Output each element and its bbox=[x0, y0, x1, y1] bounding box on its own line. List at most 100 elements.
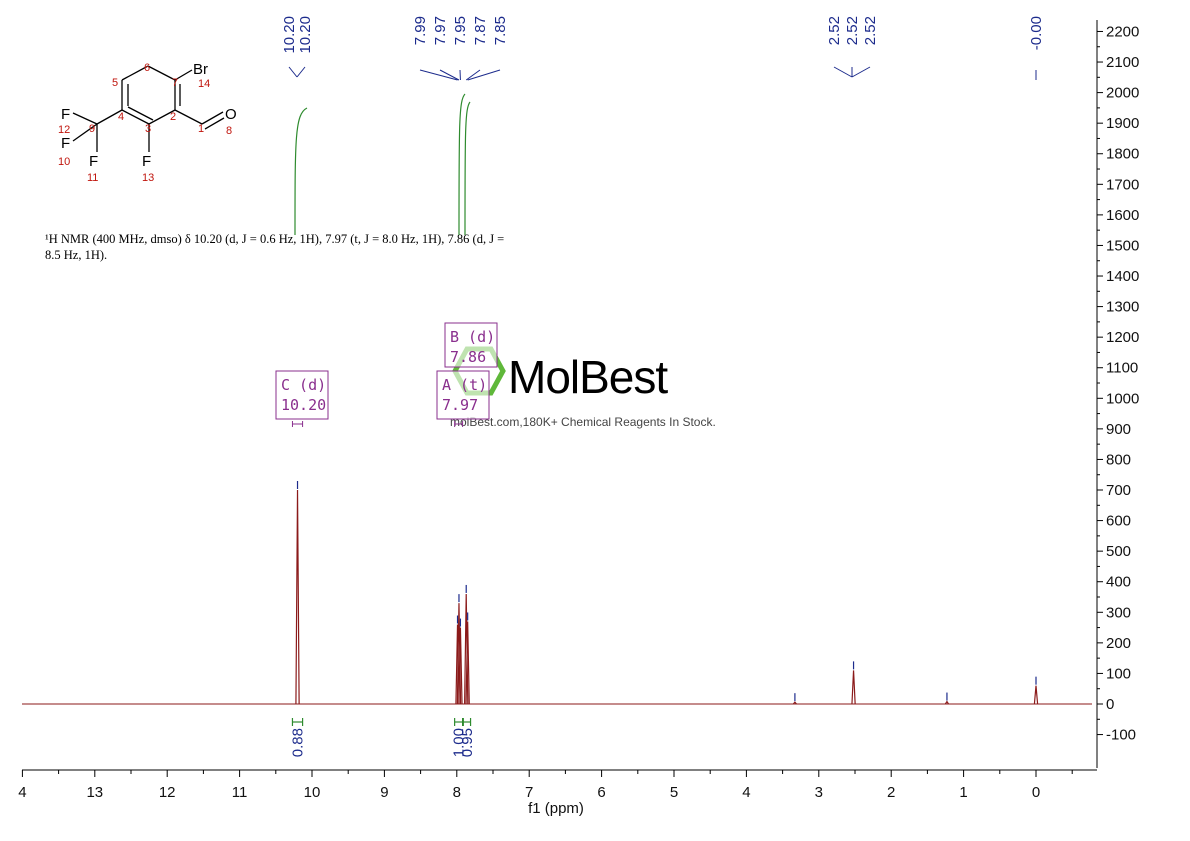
multiplet-label: A (t) bbox=[442, 376, 487, 394]
x-tick-label: 13 bbox=[86, 784, 103, 801]
y-tick-label: 600 bbox=[1106, 513, 1131, 530]
multiplet-box bbox=[444, 322, 498, 368]
y-tick-label: 300 bbox=[1106, 604, 1131, 621]
atom-o: O bbox=[225, 106, 237, 123]
atom-number-12: 12 bbox=[58, 124, 70, 136]
y-tick-label: 1500 bbox=[1106, 237, 1139, 254]
x-tick-label: 12 bbox=[159, 784, 176, 801]
y-tick-label: 2100 bbox=[1106, 54, 1139, 71]
y-tick-label: 200 bbox=[1106, 635, 1131, 652]
x-axis-ticks: 4 13 12 11 10 9 8 7 6 5 4 3 2 1 0 bbox=[18, 770, 1073, 801]
x-axis-title: f1 (ppm) bbox=[528, 800, 584, 817]
atom-number-1: 1 bbox=[198, 123, 204, 135]
spectrum-peak bbox=[944, 700, 950, 705]
atom-number-13: 13 bbox=[142, 172, 154, 184]
y-tick-label: -100 bbox=[1106, 727, 1136, 744]
x-tick-label: 9 bbox=[380, 784, 388, 801]
nmr-description-line1: ¹H NMR (400 MHz, dmso) δ 10.20 (d, J = 0… bbox=[45, 232, 504, 246]
integral-curve bbox=[294, 107, 308, 236]
peak-label-connector bbox=[288, 66, 298, 78]
y-tick-label: 1000 bbox=[1106, 390, 1139, 407]
y-axis-ticks: 2200210020001900180017001600150014001300… bbox=[1097, 23, 1139, 744]
peak-label: 10.20 bbox=[297, 16, 314, 54]
spectrum-peak bbox=[1033, 685, 1039, 705]
spectrum-peak bbox=[465, 621, 470, 705]
peak-label-connector bbox=[439, 69, 460, 81]
watermark-brand: MolBest bbox=[508, 351, 668, 403]
y-tick-label: 1600 bbox=[1106, 207, 1139, 224]
peak-label: 7.85 bbox=[492, 16, 509, 45]
peak-label-connector bbox=[851, 66, 871, 78]
atom-f-11: F bbox=[89, 153, 98, 170]
peak-label: 7.95 bbox=[452, 16, 469, 45]
peak-label-connector bbox=[419, 69, 458, 81]
integral-curve bbox=[458, 93, 466, 236]
integrals: 0.88 1.000.95 bbox=[290, 93, 476, 757]
y-tick-label: 1900 bbox=[1106, 115, 1139, 132]
peak-label: -0.00 bbox=[1028, 16, 1045, 50]
atom-number-3: 3 bbox=[145, 123, 151, 135]
atom-f-12: F bbox=[61, 106, 70, 123]
multiplet-label: B (d) bbox=[450, 328, 495, 346]
x-tick-label: 10 bbox=[304, 784, 321, 801]
atom-f-13: F bbox=[142, 153, 151, 170]
atom-number-7: 7 bbox=[172, 77, 178, 89]
peak-label-connector bbox=[296, 66, 306, 78]
x-tick-label: 11 bbox=[232, 784, 248, 801]
x-tick-label: 1 bbox=[959, 784, 967, 801]
peak-label-connector bbox=[833, 66, 853, 78]
y-tick-label: 800 bbox=[1106, 451, 1131, 468]
integral-value: 0.95 bbox=[459, 728, 476, 757]
y-tick-label: 1700 bbox=[1106, 176, 1139, 193]
peak-label-connector bbox=[467, 69, 501, 81]
multiplet-boxes: C (d) 10.20 B (d) 7.86 A (t) 7.97 bbox=[275, 322, 498, 427]
integral-curve bbox=[464, 101, 471, 236]
peak-label: 2.52 bbox=[826, 16, 843, 45]
atom-number-2: 2 bbox=[170, 111, 176, 123]
atom-number-5: 5 bbox=[112, 77, 118, 89]
x-tick-label: 8 bbox=[453, 784, 461, 801]
peak-label-connector bbox=[465, 69, 481, 81]
spectrum-peak bbox=[455, 624, 460, 705]
atom-number-9: 9 bbox=[89, 123, 95, 135]
x-tick-label: 3 bbox=[815, 784, 823, 801]
integral-value: 0.88 bbox=[290, 728, 307, 757]
y-tick-label: 0 bbox=[1106, 696, 1114, 713]
spectrum-series bbox=[295, 481, 1039, 705]
x-tick-label: 4 bbox=[742, 784, 750, 801]
peak-labels: 10.20 10.20 7.99 7.97 7.95 7.87 7.85 2.52 2.52 2.… bbox=[281, 16, 1045, 81]
spectrum-peak bbox=[458, 627, 463, 705]
y-tick-label: 2200 bbox=[1106, 23, 1139, 40]
x-tick-label: 7 bbox=[525, 784, 533, 801]
y-tick-label: 1100 bbox=[1106, 360, 1138, 377]
y-tick-label: 100 bbox=[1106, 665, 1131, 682]
x-tick-label: 6 bbox=[597, 784, 605, 801]
nmr-description-line2: 8.5 Hz, 1H). bbox=[45, 248, 107, 262]
y-tick-label: 500 bbox=[1106, 543, 1131, 560]
y-tick-label: 2000 bbox=[1106, 85, 1139, 102]
peak-label: 7.97 bbox=[432, 16, 449, 45]
x-tick-label: 0 bbox=[1032, 784, 1040, 801]
multiplet-shift: 10.20 bbox=[281, 396, 326, 414]
peak-label: 2.52 bbox=[862, 16, 879, 45]
atom-number-6: 6 bbox=[144, 62, 150, 74]
y-tick-label: 1800 bbox=[1106, 146, 1139, 163]
integral-value: 1.00 bbox=[451, 728, 468, 757]
spectrum-peak bbox=[295, 490, 300, 705]
y-tick-label: 400 bbox=[1106, 574, 1131, 591]
y-tick-label: 1400 bbox=[1106, 268, 1139, 285]
peak-label: 7.87 bbox=[472, 16, 489, 45]
y-tick-label: 1300 bbox=[1106, 299, 1139, 316]
x-tick-label: 2 bbox=[887, 784, 895, 801]
y-tick-label: 700 bbox=[1106, 482, 1131, 499]
spectrum-peak bbox=[792, 701, 797, 705]
peak-label: 2.52 bbox=[844, 16, 861, 45]
atom-br: Br bbox=[193, 61, 208, 78]
atom-number-11: 11 bbox=[87, 172, 98, 184]
atom-number-4: 4 bbox=[118, 111, 124, 123]
peak-label: 10.20 bbox=[281, 16, 298, 54]
x-tick-label: 4 bbox=[18, 784, 26, 801]
molecular-structure: Br O F F F F 1 2 3 4 5 6 7 8 9 10 11 12 … bbox=[58, 61, 237, 184]
